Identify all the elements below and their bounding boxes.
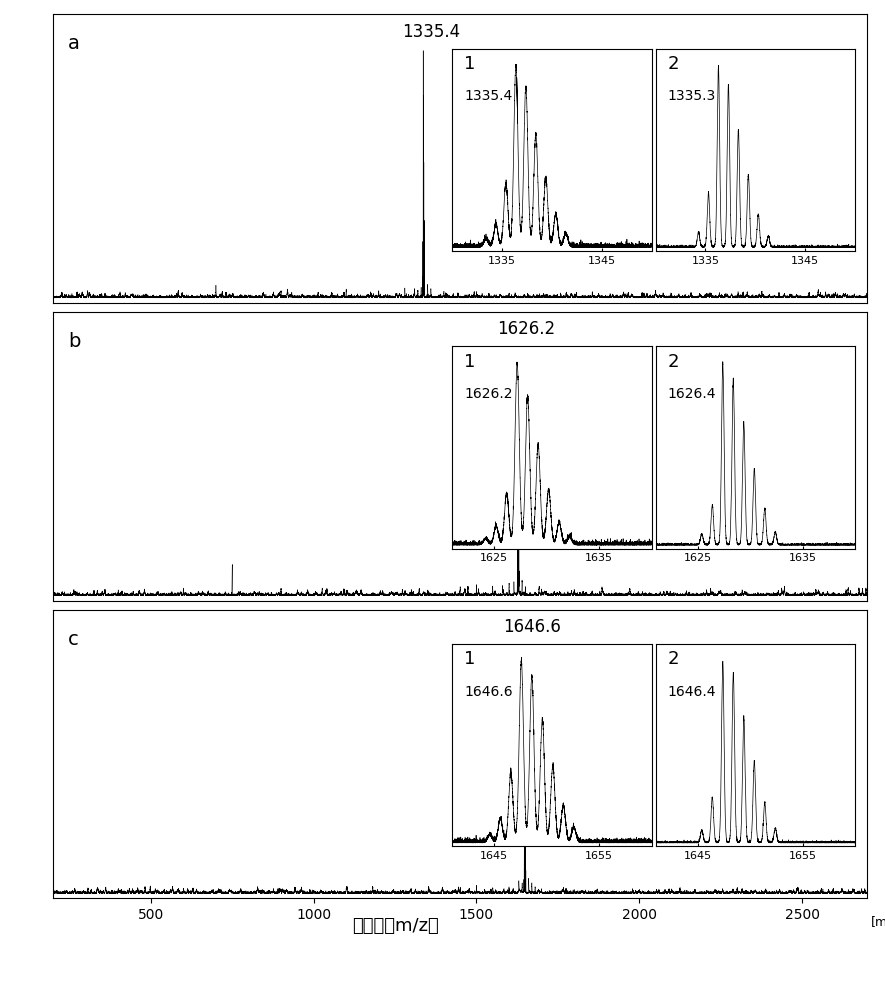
Text: 质荷比（m/z）: 质荷比（m/z）	[351, 917, 438, 935]
Text: 1646.6: 1646.6	[504, 618, 561, 636]
Text: a: a	[68, 34, 80, 53]
Text: c: c	[68, 630, 79, 649]
Text: [m/z]: [m/z]	[872, 916, 885, 929]
Text: 1335.4: 1335.4	[402, 23, 460, 41]
Text: b: b	[68, 332, 81, 351]
Text: 1626.2: 1626.2	[496, 320, 555, 338]
